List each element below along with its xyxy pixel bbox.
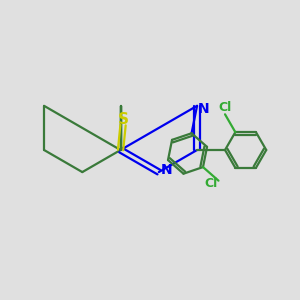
Text: N: N bbox=[161, 163, 173, 177]
Text: S: S bbox=[118, 112, 128, 127]
Text: Cl: Cl bbox=[205, 177, 218, 190]
Text: N: N bbox=[198, 102, 209, 116]
Text: Cl: Cl bbox=[218, 101, 232, 114]
